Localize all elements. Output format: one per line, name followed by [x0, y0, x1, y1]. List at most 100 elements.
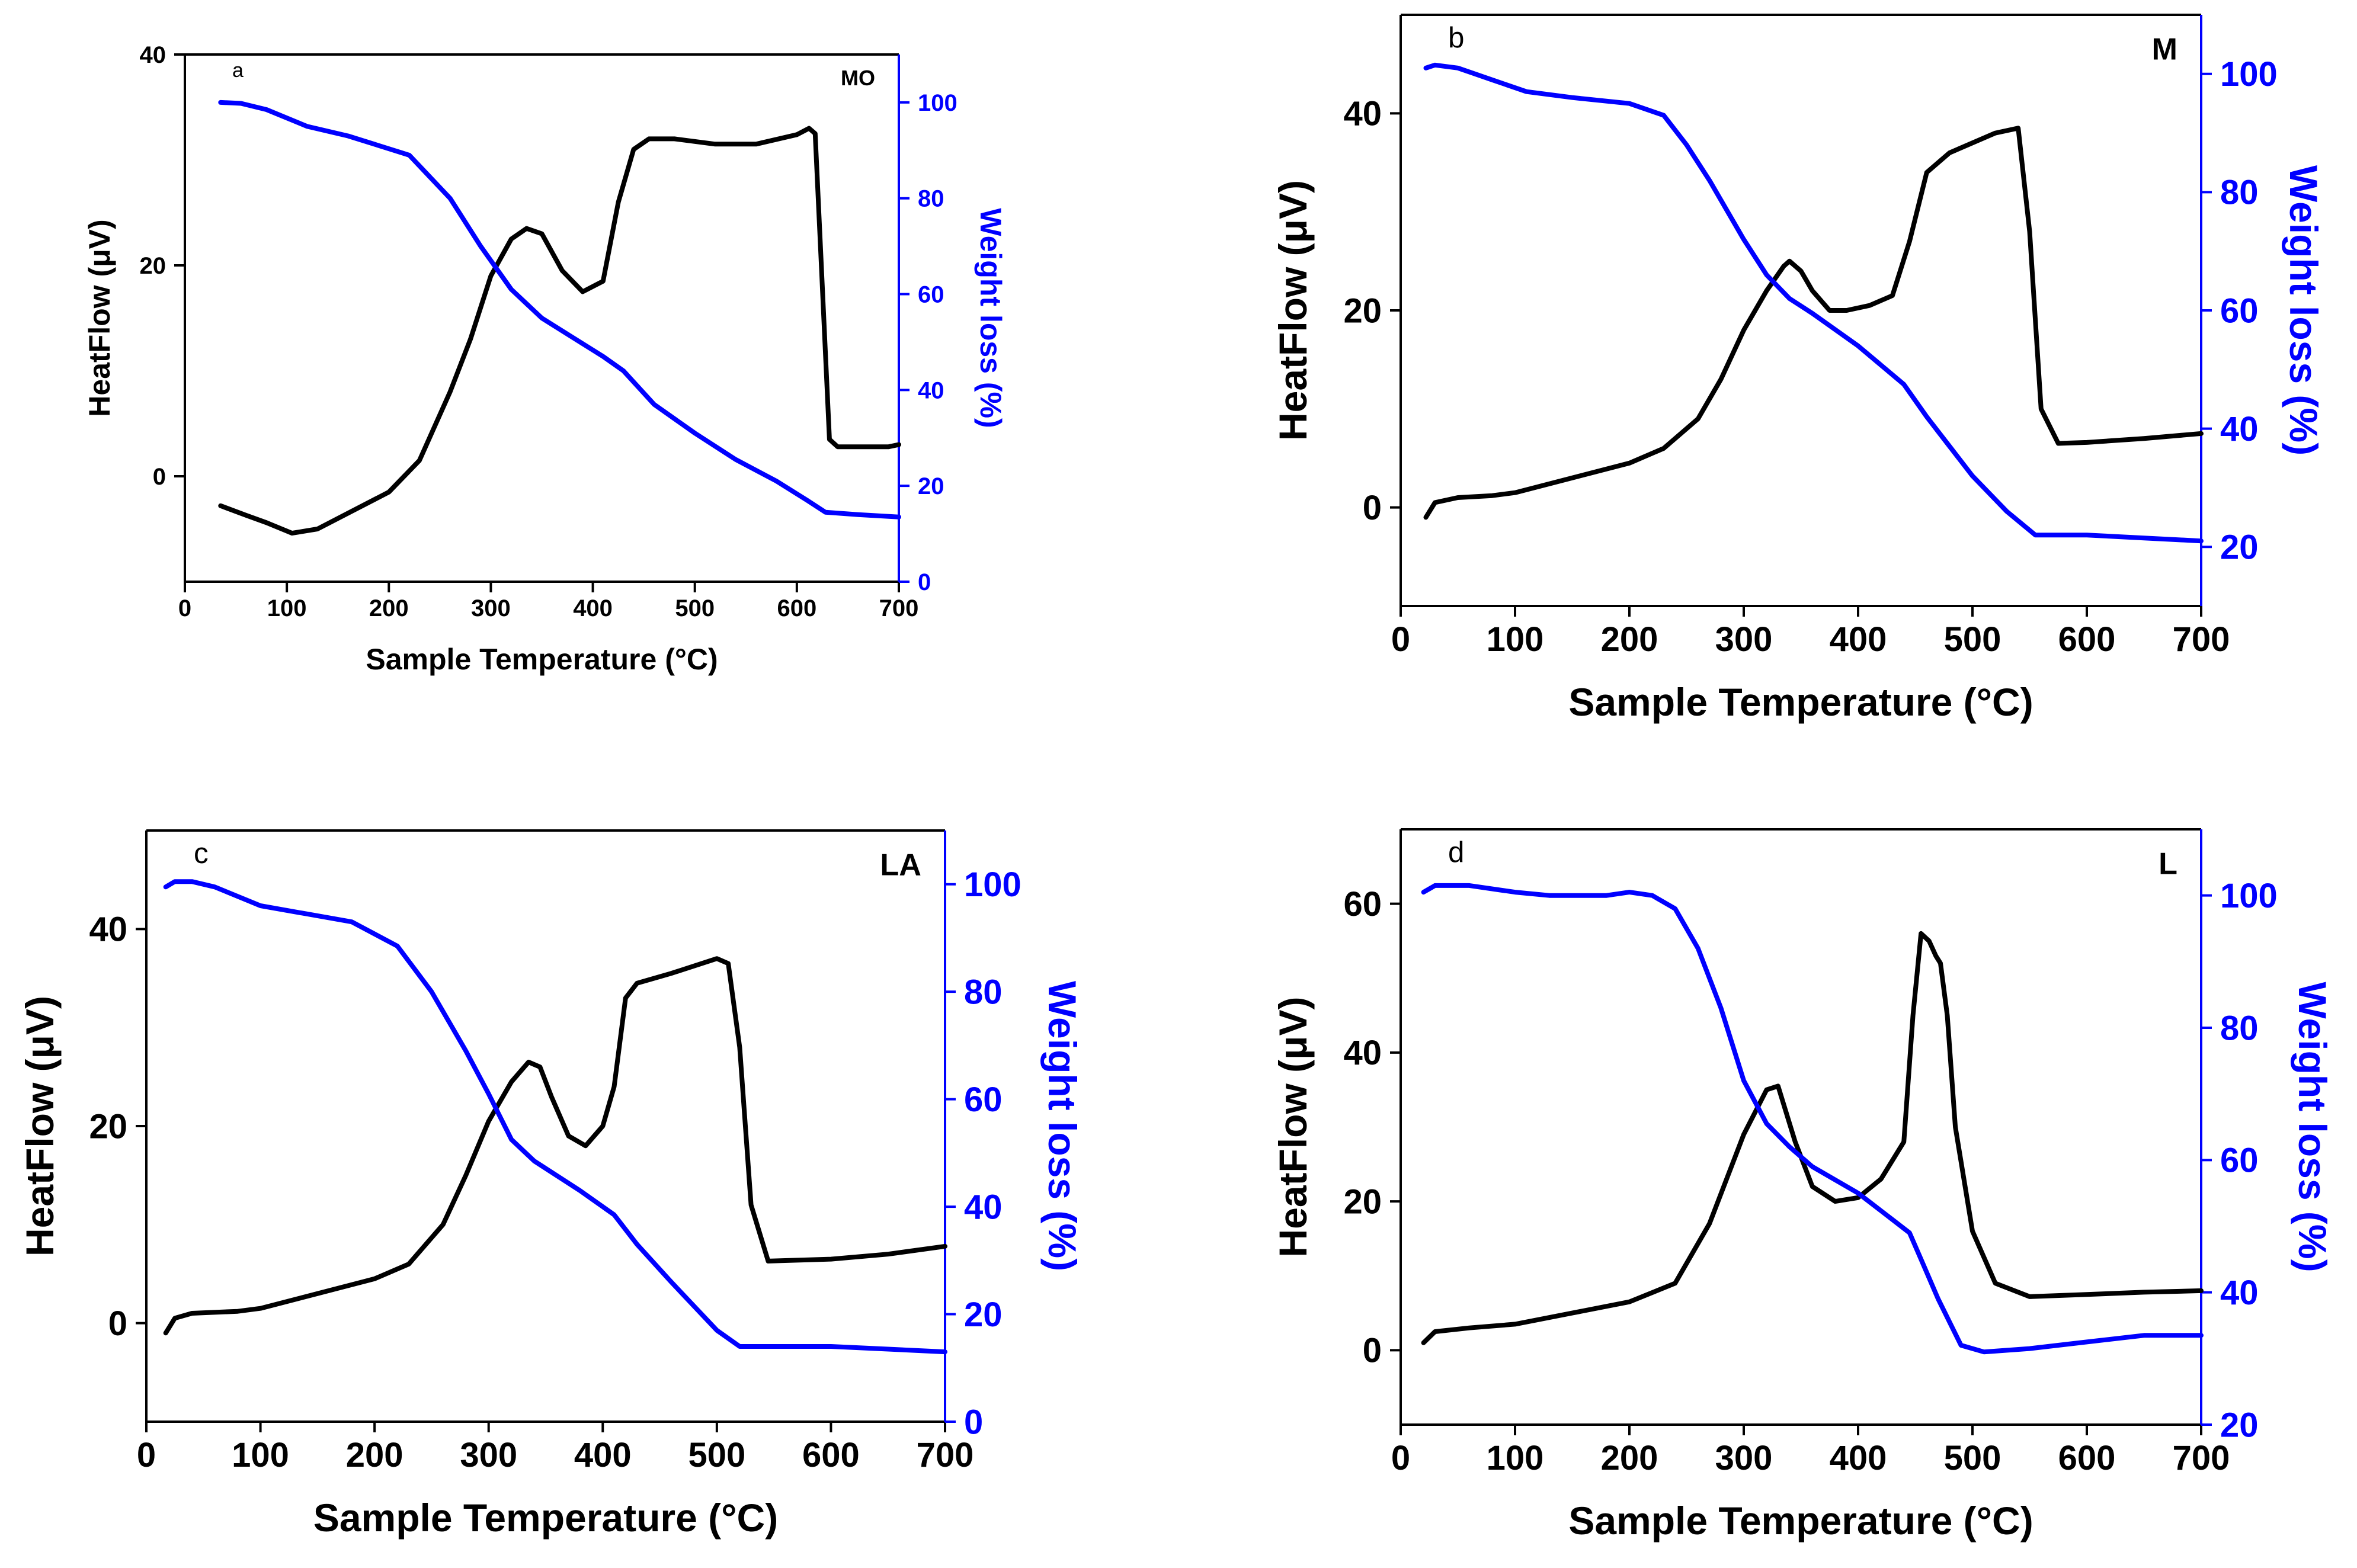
- x-tick-label: 100: [267, 595, 307, 621]
- x-tick-label: 600: [802, 1436, 860, 1474]
- x-tick-label: 0: [1391, 1439, 1410, 1477]
- y2-tick-label: 40: [2220, 410, 2259, 448]
- panel-label: b: [1448, 21, 1464, 54]
- x-tick-label: 700: [879, 595, 919, 621]
- y-tick-label: 20: [140, 253, 166, 279]
- y2-axis-label: Weight loss (%): [2291, 982, 2334, 1272]
- y-tick-label: 40: [1343, 95, 1382, 133]
- heatflow-series: [1423, 126, 2204, 520]
- x-tick-label: 700: [2173, 1439, 2230, 1477]
- x-tick-label: 400: [574, 1436, 632, 1474]
- heatflow-series: [218, 126, 901, 536]
- x-tick-label: 200: [1601, 620, 1658, 659]
- y2-tick-label: 20: [2220, 528, 2259, 567]
- x-tick-label: 600: [2058, 1439, 2116, 1477]
- x-tick-label: 200: [369, 595, 409, 621]
- panel-label: d: [1448, 836, 1464, 868]
- x-tick-label: 200: [346, 1436, 403, 1474]
- y2-tick-label: 80: [918, 186, 944, 212]
- chart-panel-c: 0 100 200 300 400 500 600 70002040020406080100S…: [18, 829, 1084, 1540]
- y2-axis-label: Weight loss (%): [974, 208, 1007, 428]
- chart-panel-d: 0 100 200 300 400 500 600 700 0 20 40 60 20 40 60 80 100…: [1271, 828, 2334, 1543]
- y-axis-label: HeatFlow (μV): [18, 996, 62, 1256]
- y2-tick-label: 100: [2220, 55, 2278, 94]
- chart-panel-b: 0 100 200 300 400 500 600 700 0 20 40 20 40 60 80 100 Sa…: [1271, 14, 2326, 724]
- weight-loss-series: [1421, 883, 2204, 1355]
- x-tick-label: 700: [2173, 620, 2230, 659]
- x-tick-label: 500: [1944, 1439, 2001, 1477]
- y-tick-label: 40: [140, 42, 166, 68]
- y-axis-label: HeatFlow (μV): [1271, 180, 1315, 441]
- x-tick-label: 600: [2058, 620, 2116, 659]
- y2-tick-label: 100: [964, 865, 1021, 904]
- y-axis-label: HeatFlow (μV): [83, 219, 116, 416]
- y2-tick-label: 40: [918, 377, 944, 403]
- sample-name: M: [2152, 32, 2177, 66]
- y2-tick-label: 0: [964, 1403, 983, 1441]
- y2-tick-label: 60: [2220, 291, 2259, 330]
- x-axis-label: Sample Temperature (°C): [1568, 1499, 2033, 1543]
- x-tick-label: 300: [1715, 1439, 1773, 1477]
- y-tick-label: 20: [89, 1107, 127, 1146]
- y-tick-label: 0: [153, 464, 166, 490]
- weight-loss-series: [218, 100, 901, 520]
- y2-tick-label: 20: [964, 1296, 1003, 1334]
- x-axis-label: Sample Temperature (°C): [1568, 680, 2033, 724]
- y2-tick-label: 100: [918, 90, 957, 116]
- weight-loss-series: [163, 879, 947, 1355]
- heatflow-series: [163, 956, 947, 1336]
- y-tick-label: 20: [1343, 291, 1382, 330]
- panel-label: a: [232, 59, 244, 82]
- y-axis-label: HeatFlow (μV): [1271, 996, 1315, 1257]
- y2-tick-label: 40: [2220, 1274, 2259, 1312]
- y-tick-label: 0: [108, 1304, 127, 1343]
- sample-name: MO: [841, 66, 875, 90]
- y2-tick-label: 20: [918, 473, 944, 499]
- y-tick-label: 0: [1363, 489, 1382, 527]
- heatflow-series: [1421, 931, 2204, 1345]
- y2-tick-label: 60: [918, 282, 944, 308]
- x-tick-label: 300: [471, 595, 511, 621]
- y2-tick-label: 100: [2220, 877, 2278, 915]
- sample-name: L: [2159, 846, 2177, 881]
- y-tick-label: 60: [1343, 885, 1382, 924]
- x-tick-label: 500: [688, 1436, 745, 1474]
- y2-tick-label: 80: [964, 973, 1003, 1011]
- y2-axis-label: Weight loss (%): [2282, 165, 2326, 456]
- sample-name: LA: [880, 848, 921, 882]
- x-tick-label: 500: [675, 595, 715, 621]
- y2-tick-label: 40: [964, 1188, 1003, 1226]
- x-tick-label: 0: [178, 595, 191, 621]
- weight-loss-series: [1423, 62, 2204, 544]
- x-tick-label: 100: [1487, 620, 1544, 659]
- x-tick-label: 0: [1391, 620, 1410, 659]
- y-tick-label: 20: [1343, 1182, 1382, 1221]
- y2-tick-label: 0: [918, 569, 931, 595]
- x-tick-label: 500: [1944, 620, 2001, 659]
- y-tick-label: 40: [1343, 1034, 1382, 1072]
- chart-panel-a: 0 100 200 300 400 500 600 70002040020406080100S…: [83, 42, 1007, 676]
- x-tick-label: 0: [137, 1436, 156, 1474]
- y2-tick-label: 60: [2220, 1141, 2259, 1180]
- x-tick-label: 400: [1830, 1439, 1887, 1477]
- x-tick-label: 700: [917, 1436, 974, 1474]
- y2-axis-label: Weight loss (%): [1040, 981, 1084, 1271]
- y-tick-label: 40: [89, 910, 127, 949]
- y2-tick-label: 80: [2220, 1009, 2259, 1047]
- x-tick-label: 300: [1715, 620, 1773, 659]
- y2-tick-label: 20: [2220, 1406, 2259, 1444]
- x-tick-label: 200: [1601, 1439, 1658, 1477]
- y-tick-label: 0: [1363, 1332, 1382, 1370]
- y2-tick-label: 60: [964, 1080, 1003, 1119]
- x-tick-label: 300: [460, 1436, 517, 1474]
- x-axis-label: Sample Temperature (°C): [313, 1496, 778, 1540]
- panel-label: c: [194, 837, 209, 870]
- x-tick-label: 400: [1830, 620, 1887, 659]
- x-tick-label: 400: [573, 595, 613, 621]
- x-tick-label: 100: [232, 1436, 289, 1474]
- x-tick-label: 600: [777, 595, 816, 621]
- x-tick-label: 100: [1487, 1439, 1544, 1477]
- x-axis-label: Sample Temperature (°C): [366, 643, 718, 676]
- y2-tick-label: 80: [2220, 174, 2259, 212]
